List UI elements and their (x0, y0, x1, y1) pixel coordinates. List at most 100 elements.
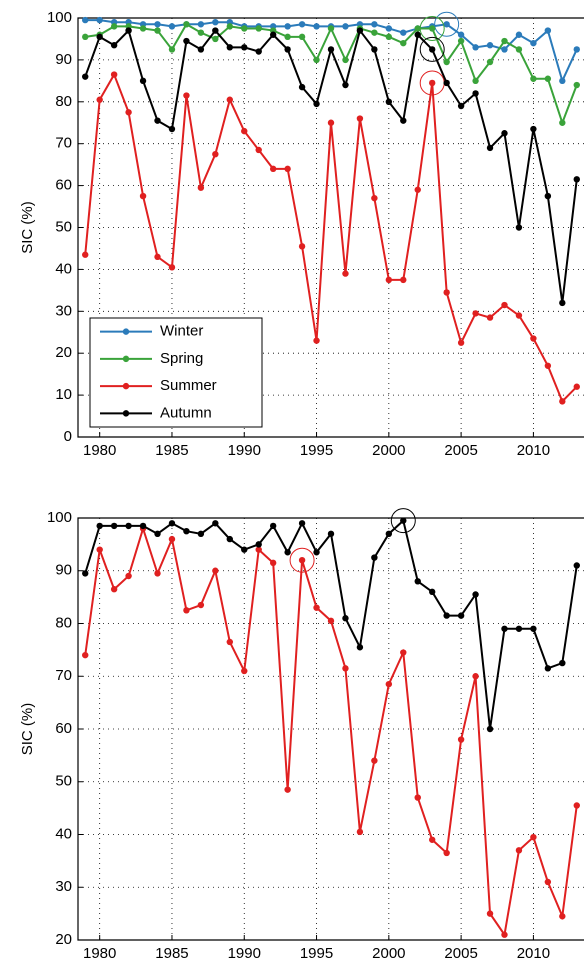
data-point (371, 21, 378, 28)
series-line (84, 28, 578, 304)
x-tick-label: 1990 (228, 442, 261, 459)
data-point (356, 27, 364, 34)
y-tick-label: 50 (55, 218, 72, 235)
data-point (168, 520, 176, 527)
data-point (96, 33, 103, 41)
data-point (443, 21, 450, 28)
data-point (486, 144, 494, 152)
data-point (544, 878, 552, 886)
data-point (530, 125, 537, 133)
data-point (501, 37, 508, 45)
x-tick-label: 1980 (83, 442, 116, 459)
data-point (371, 554, 378, 561)
data-point (327, 25, 335, 32)
data-point (472, 44, 479, 51)
data-point (241, 44, 248, 51)
y-tick-label: 30 (55, 878, 72, 895)
data-point (385, 33, 393, 41)
data-point (429, 79, 436, 87)
x-tick-label: 2005 (444, 945, 477, 962)
legend-marker (122, 355, 130, 363)
data-point (82, 73, 89, 80)
data-point (284, 33, 291, 41)
data-point (269, 165, 277, 173)
data-point (327, 530, 335, 538)
y-tick-label: 100 (47, 509, 72, 526)
legend-label: Summer (160, 377, 217, 394)
data-point (400, 649, 407, 656)
data-point (168, 535, 176, 543)
data-point (313, 604, 320, 611)
data-point (429, 46, 436, 53)
data-point (559, 913, 566, 920)
data-point (298, 520, 306, 527)
data-point (269, 31, 277, 38)
y-axis-label: SIC (%) (19, 201, 36, 254)
data-point (371, 194, 378, 202)
data-point (82, 251, 89, 258)
data-point (183, 527, 190, 535)
data-point (573, 802, 580, 809)
data-point (212, 567, 219, 574)
data-point (125, 522, 132, 530)
data-point (544, 192, 552, 200)
data-point (573, 562, 580, 569)
data-point (82, 33, 89, 41)
data-point (400, 29, 407, 36)
data-point (125, 109, 132, 116)
y-tick-label: 40 (55, 825, 72, 842)
data-point (486, 58, 494, 66)
data-point (385, 530, 393, 538)
data-point (82, 651, 89, 659)
y-tick-label: 90 (55, 51, 72, 68)
series-line (84, 518, 578, 730)
data-point (313, 337, 320, 344)
data-point (96, 546, 103, 553)
y-tick-label: 80 (55, 614, 72, 631)
data-point (298, 21, 306, 28)
data-point (212, 35, 219, 43)
legend-label: Autumn (160, 404, 212, 421)
data-point (255, 541, 262, 548)
data-point (183, 607, 190, 614)
legend-label: Spring (160, 350, 203, 367)
data-point (342, 23, 349, 30)
data-point (154, 253, 161, 261)
data-point (284, 165, 291, 173)
data-point (472, 77, 479, 85)
data-point (110, 23, 118, 30)
data-point (327, 617, 335, 625)
highlight-circle (434, 11, 460, 37)
y-tick-label: 60 (55, 177, 72, 194)
data-point (241, 546, 248, 553)
data-point (515, 312, 523, 319)
data-point (559, 299, 566, 307)
y-axis-label: SIC (%) (19, 703, 36, 756)
data-point (313, 56, 320, 64)
data-point (385, 680, 393, 688)
data-point (168, 264, 176, 271)
data-point (515, 31, 523, 38)
data-point (197, 530, 205, 538)
y-tick-label: 20 (55, 931, 72, 948)
data-point (110, 71, 118, 78)
data-point (443, 79, 450, 87)
data-point (400, 517, 407, 524)
y-tick-label: 20 (55, 344, 72, 361)
legend-box (89, 317, 263, 428)
data-point (414, 31, 421, 38)
data-point (197, 46, 205, 53)
data-point (457, 339, 465, 346)
data-point (342, 270, 349, 277)
data-point (197, 184, 205, 191)
data-point (342, 665, 349, 672)
data-point (82, 16, 89, 24)
highlight-circle (419, 15, 445, 41)
data-point (212, 520, 219, 527)
data-point (457, 736, 465, 743)
x-tick-label: 1985 (155, 945, 188, 962)
data-point (515, 224, 523, 231)
data-point (110, 586, 118, 593)
data-point (544, 75, 552, 82)
x-tick-label: 1995 (300, 442, 333, 459)
